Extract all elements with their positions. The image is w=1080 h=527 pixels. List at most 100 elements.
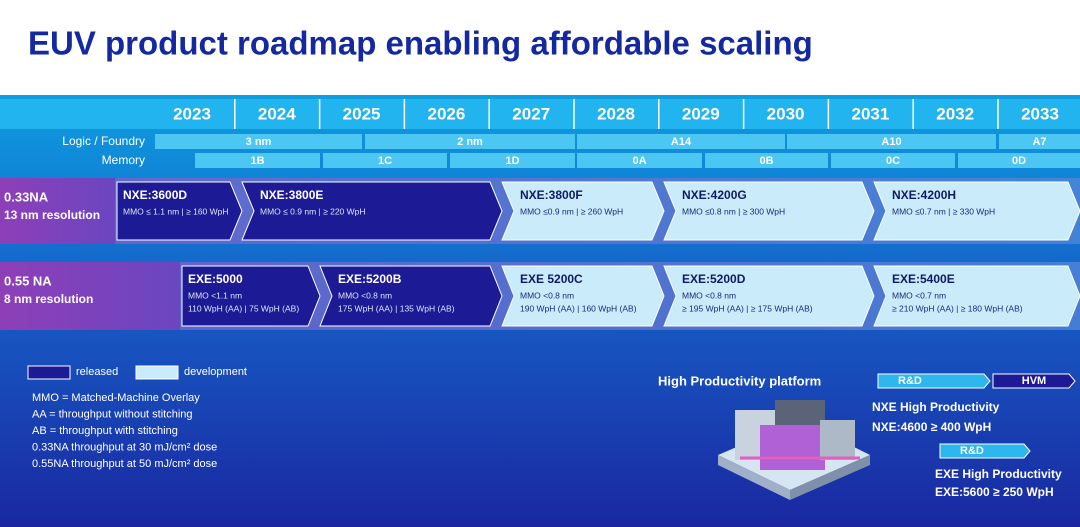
legend-label: released (76, 366, 118, 378)
product-arrow (873, 265, 1080, 327)
note: 0.33NA throughput at 30 mJ/cm² dose (32, 441, 217, 453)
node-bar (155, 134, 362, 149)
phase-label: R&D (960, 445, 984, 457)
row-label: Memory (102, 153, 145, 167)
node-label: 0D (1012, 155, 1026, 167)
note: 0.55NA throughput at 50 mJ/cm² dose (32, 458, 217, 470)
year: 2028 (597, 104, 635, 123)
node-bar (958, 153, 1080, 168)
product-name: EXE:5400E (892, 272, 955, 286)
nxe-spec: NXE:4600 ≥ 400 WpH (872, 420, 991, 434)
node-bar (577, 134, 785, 149)
band-label: 0.33NA (4, 189, 49, 204)
product-name: EXE 5200C (520, 272, 583, 286)
platform-title: High Productivity platform (658, 373, 821, 388)
product-spec: MMO <0.8 nm (338, 290, 392, 300)
node-bar (365, 134, 575, 149)
note: AA = throughput without stitching (32, 408, 193, 420)
product-spec: MMO ≤ 1.1 nm | ≥ 160 WpH (123, 206, 229, 216)
node-bar (450, 153, 575, 168)
year: 2027 (512, 104, 550, 123)
phase-label: R&D (898, 375, 922, 387)
year: 2026 (427, 104, 465, 123)
product-spec: MMO ≤0.9 nm | ≥ 260 WpH (520, 206, 623, 216)
product-name: NXE:4200H (892, 188, 956, 202)
exe-spec: EXE:5600 ≥ 250 WpH (935, 485, 1054, 499)
product-arrow (873, 181, 1080, 241)
node-label: A7 (1032, 136, 1046, 148)
year: 2029 (682, 104, 720, 123)
product-spec: MMO ≤ 0.9 nm | ≥ 220 WpH (260, 206, 366, 216)
product-spec: ≥ 210 WpH (AA) | ≥ 180 WpH (AB) (892, 303, 1023, 313)
year: 2025 (343, 104, 381, 123)
node-bar (999, 134, 1080, 149)
product-arrow (241, 181, 503, 241)
product-name: NXE:3600D (123, 188, 187, 202)
year-band (0, 99, 1080, 129)
nxe-name: NXE High Productivity (872, 400, 1000, 414)
node-label: 1B (250, 155, 264, 167)
phase-arrow (939, 443, 1031, 459)
band-label-box (0, 178, 115, 244)
legend-label: development (184, 366, 247, 378)
product-name: EXE:5000 (188, 272, 243, 286)
product-spec: ≥ 195 WpH (AA) | ≥ 175 WpH (AB) (682, 303, 813, 313)
node-label: 1C (378, 155, 392, 167)
product-spec: MMO <1.1 nm (188, 290, 242, 300)
product-spec: MMO <0.8 nm (520, 290, 574, 300)
product-arrow (501, 181, 665, 241)
node-bar (577, 153, 702, 168)
band-label: 0.55 NA (4, 273, 52, 288)
node-label: 0A (632, 155, 646, 167)
node-label: A14 (671, 136, 692, 148)
legend-swatch (135, 365, 179, 380)
year: 2023 (173, 104, 211, 123)
band-sublabel: 8 nm resolution (4, 292, 93, 306)
node-label: 0C (886, 155, 900, 167)
node-bar (787, 134, 996, 149)
product-arrow (663, 265, 875, 327)
product-arrow (116, 181, 243, 241)
phase-label: HVM (1022, 375, 1046, 387)
phase-arrow (992, 373, 1076, 389)
legend-swatch (27, 365, 71, 380)
year: 2024 (258, 104, 296, 123)
product-name: NXE:3800F (520, 188, 583, 202)
node-label: 1D (505, 155, 519, 167)
product-name: EXE:5200D (682, 272, 746, 286)
node-bar (831, 153, 955, 168)
product-arrow (319, 265, 503, 327)
year: 2033 (1021, 104, 1059, 123)
node-bar (323, 153, 447, 168)
product-arrow (181, 265, 321, 327)
node-label: 2 nm (457, 136, 483, 148)
product-spec: MMO <0.8 nm (682, 290, 736, 300)
product-name: NXE:4200G (682, 188, 747, 202)
band-label-box (0, 262, 180, 330)
phase-arrow (877, 373, 991, 389)
product-name: NXE:3800E (260, 188, 323, 202)
node-label: A10 (881, 136, 901, 148)
node-bar (195, 153, 320, 168)
product-spec: 190 WpH (AA) | 160 WpH (AB) (520, 303, 637, 313)
product-spec: 175 WpH (AA) | 135 WpH (AB) (338, 303, 455, 313)
title: EUV product roadmap enabling affordable … (28, 25, 813, 62)
product-spec: MMO ≤0.8 nm | ≥ 300 WpH (682, 206, 785, 216)
node-bar (705, 153, 828, 168)
band-sublabel: 13 nm resolution (4, 208, 100, 222)
node-label: 3 nm (246, 136, 272, 148)
product-spec: 110 WpH (AA) | 75 WpH (AB) (188, 303, 299, 313)
product-spec: MMO <0.7 nm (892, 290, 946, 300)
year: 2032 (936, 104, 974, 123)
year: 2031 (851, 104, 889, 123)
row-label: Logic / Foundry (62, 134, 145, 148)
product-arrow (501, 265, 665, 327)
node-label: 0B (759, 155, 773, 167)
exe-name: EXE High Productivity (935, 467, 1062, 481)
note: MMO = Matched-Machine Overlay (32, 392, 200, 404)
note: AB = throughput with stitching (32, 425, 178, 437)
product-arrow (663, 181, 875, 241)
product-name: EXE:5200B (338, 272, 402, 286)
machine-illustration (718, 400, 870, 500)
